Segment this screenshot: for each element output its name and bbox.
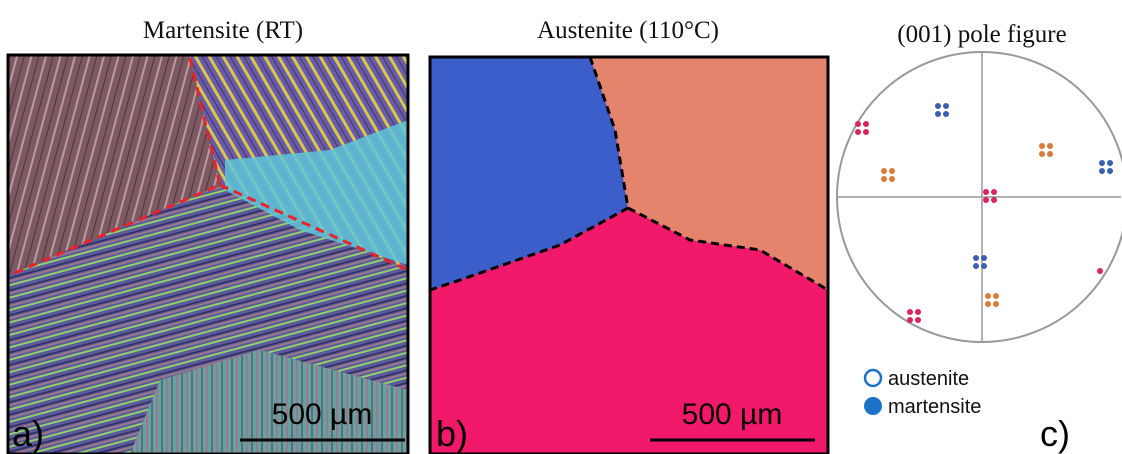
pole-dot <box>881 168 887 174</box>
pole-dot <box>983 189 989 195</box>
pole-dot <box>907 317 913 323</box>
pole-dot <box>943 103 949 109</box>
legend-marker <box>865 370 881 386</box>
panel-title: Austenite (110°C) <box>537 17 719 44</box>
pole-dot <box>981 263 987 269</box>
pole-dot <box>981 255 987 261</box>
panel-title: (001) pole figure <box>897 21 1066 48</box>
pole-dot <box>1107 160 1113 166</box>
panel-label: a) <box>12 413 44 454</box>
panel-title: Martensite (RT) <box>143 17 303 44</box>
panel-label: c) <box>1040 413 1070 454</box>
pole-figure: austenite martensite c) <box>837 52 1122 454</box>
panel-label: b) <box>436 413 468 454</box>
pole-dot <box>915 309 921 315</box>
pole-dot <box>855 129 861 135</box>
pole-dot <box>973 255 979 261</box>
pole-dot <box>985 293 991 299</box>
legend-marker <box>864 397 882 415</box>
pole-dot <box>907 309 913 315</box>
pole-dot <box>991 197 997 203</box>
pole-dot <box>889 176 895 182</box>
pole-dot <box>915 317 921 323</box>
pole-dot <box>1047 151 1053 157</box>
pole-dot <box>993 293 999 299</box>
pole-dot <box>855 121 861 127</box>
legend-label: martensite <box>888 396 981 418</box>
pole-dot <box>983 197 989 203</box>
pole-dot <box>889 168 895 174</box>
pole-dot <box>1099 168 1105 174</box>
pole-dot <box>863 121 869 127</box>
pole-dot <box>1099 160 1105 166</box>
figure: Martensite (RT) Austenite (110°C) (001) … <box>0 0 1122 454</box>
pole-dot <box>863 129 869 135</box>
pole-dot <box>991 189 997 195</box>
pole-dot <box>1047 143 1053 149</box>
legend-label: austenite <box>888 368 969 390</box>
pole-dot <box>1097 268 1103 274</box>
micrograph-b: 500 µm b) <box>430 57 828 454</box>
pole-dot <box>935 103 941 109</box>
poles <box>855 103 1113 323</box>
pole-dot <box>935 111 941 117</box>
micrograph-a: 500 µm a) <box>8 55 408 454</box>
pole-dot <box>1039 143 1045 149</box>
pole-dot <box>1107 168 1113 174</box>
pole-dot <box>985 301 991 307</box>
pole-dot <box>973 263 979 269</box>
scale-bar-label: 500 µm <box>272 398 373 431</box>
scale-bar-label: 500 µm <box>682 398 783 431</box>
pole-dot <box>943 111 949 117</box>
pole-dot <box>881 176 887 182</box>
pole-dot <box>993 301 999 307</box>
pole-dot <box>1039 151 1045 157</box>
